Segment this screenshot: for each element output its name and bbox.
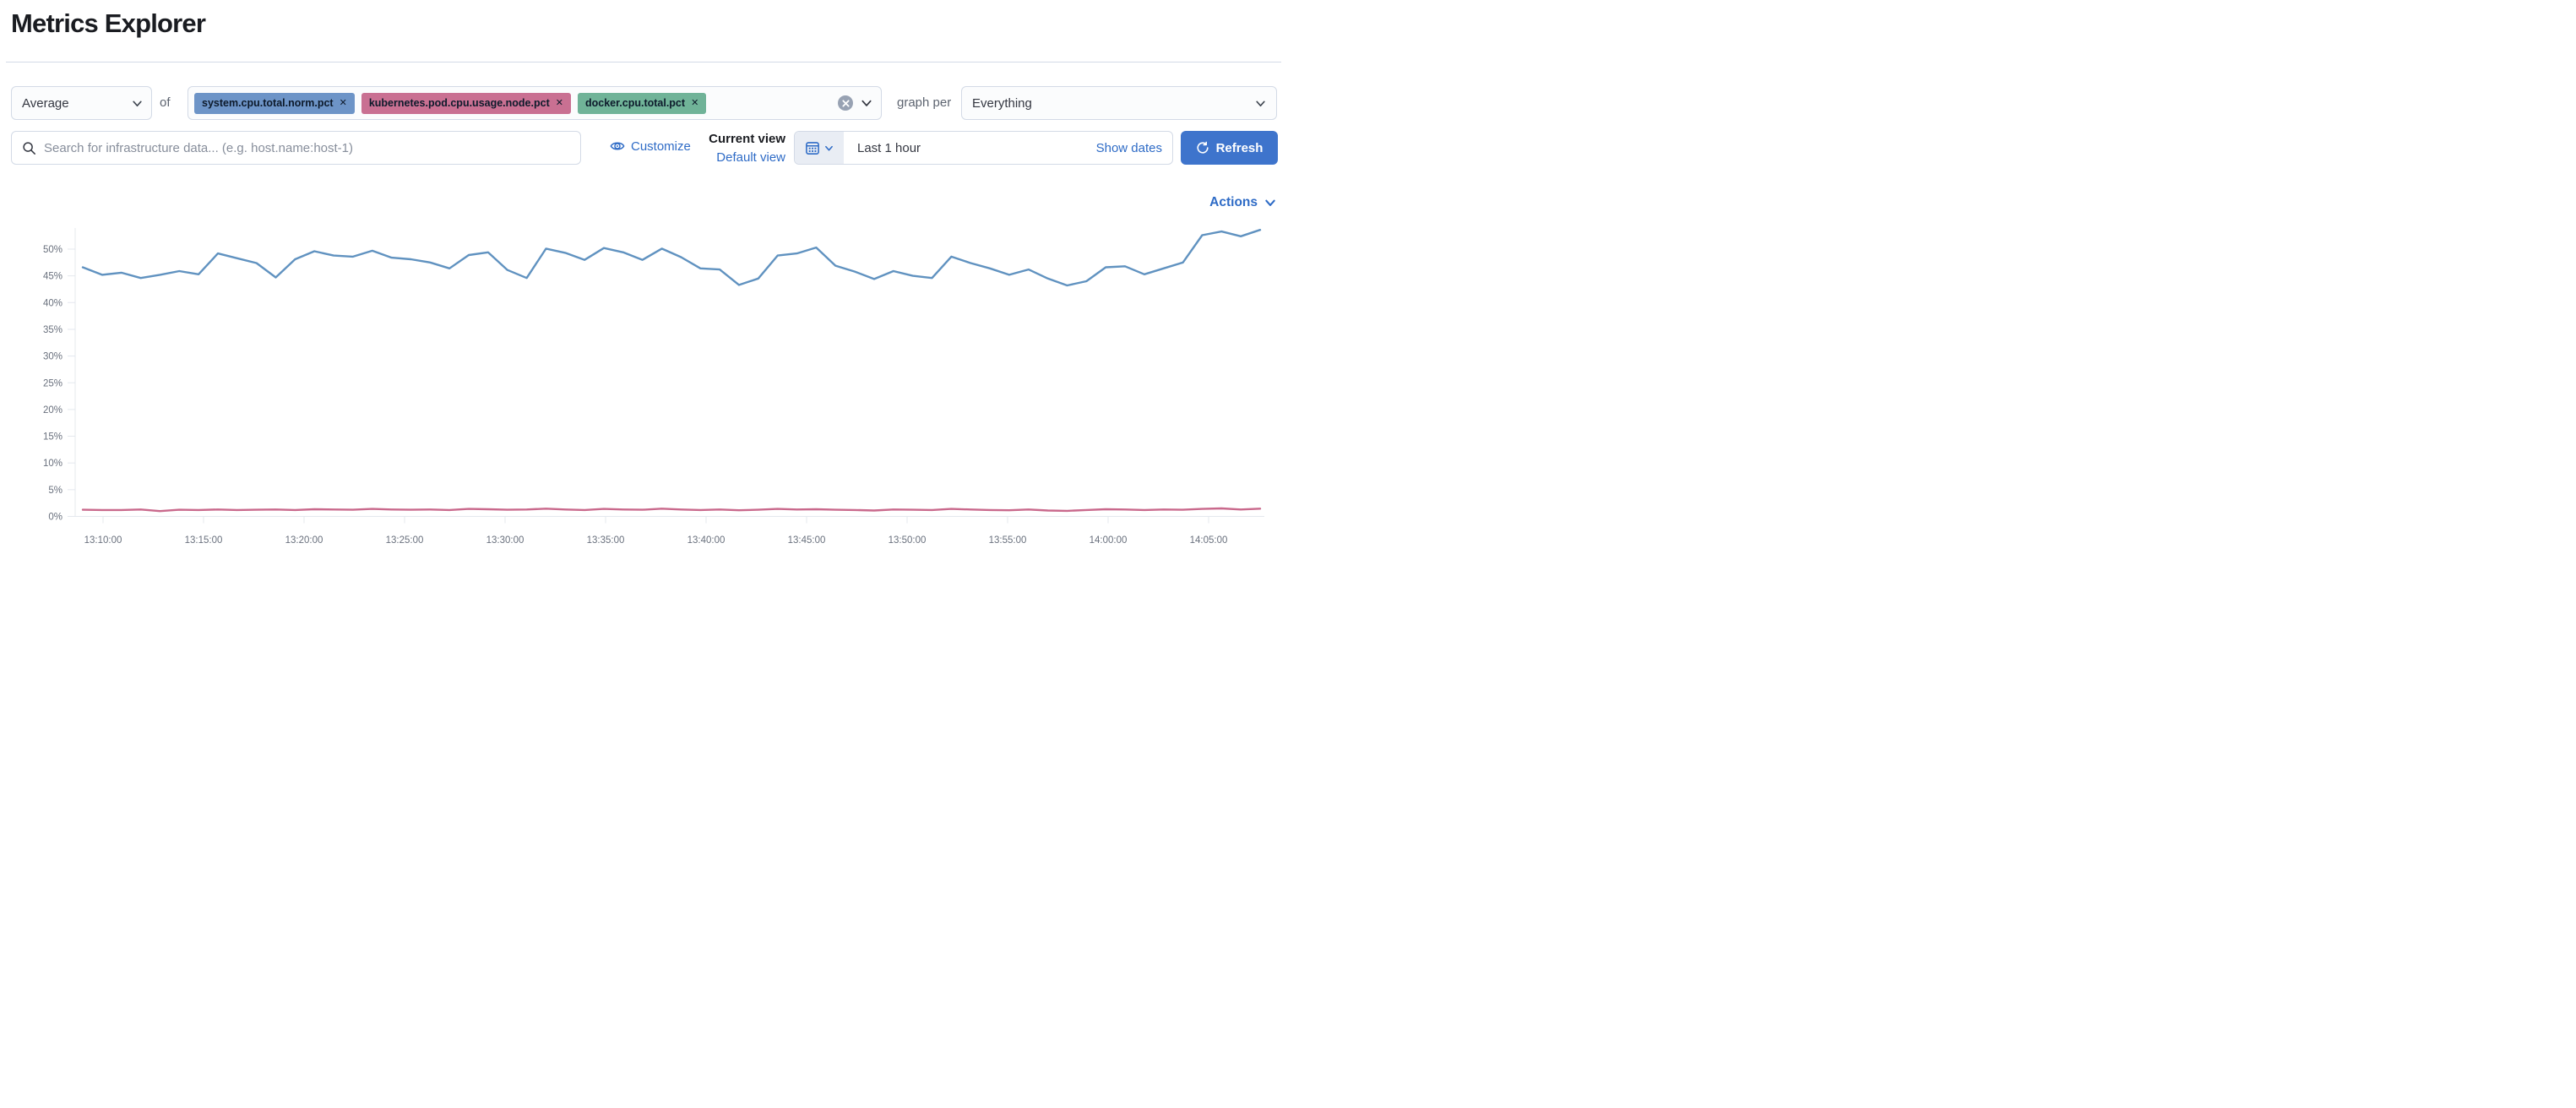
svg-text:15%: 15% bbox=[43, 432, 62, 443]
svg-text:13:55:00: 13:55:00 bbox=[989, 535, 1027, 546]
clear-all-button[interactable] bbox=[838, 95, 853, 111]
clear-icon bbox=[841, 99, 850, 107]
svg-text:13:25:00: 13:25:00 bbox=[386, 535, 424, 546]
svg-text:20%: 20% bbox=[43, 405, 62, 416]
chevron-down-icon bbox=[133, 100, 142, 106]
svg-text:13:40:00: 13:40:00 bbox=[687, 535, 726, 546]
refresh-label: Refresh bbox=[1215, 140, 1264, 155]
search-icon bbox=[23, 141, 35, 155]
svg-text:13:30:00: 13:30:00 bbox=[486, 535, 524, 546]
customize-button[interactable]: Customize bbox=[610, 138, 691, 154]
default-view-link[interactable]: Default view bbox=[716, 148, 785, 167]
of-label: of bbox=[160, 95, 171, 110]
metric-tag[interactable]: docker.cpu.total.pct ✕ bbox=[577, 92, 707, 114]
svg-text:30%: 30% bbox=[43, 352, 62, 362]
metric-tag-label: kubernetes.pod.cpu.usage.node.pct bbox=[368, 96, 550, 109]
svg-text:14:05:00: 14:05:00 bbox=[1190, 535, 1228, 546]
chevron-down-icon bbox=[825, 145, 833, 151]
calendar-menu-button[interactable] bbox=[795, 132, 844, 164]
metrics-combobox[interactable]: system.cpu.total.norm.pct ✕ kubernetes.p… bbox=[187, 86, 882, 120]
refresh-icon bbox=[1196, 141, 1209, 154]
current-view-label: Current view bbox=[709, 132, 785, 146]
search-input[interactable] bbox=[44, 140, 570, 155]
metrics-chart[interactable]: 0% 5% 10% 15% 20% 25% 30% 35% 40% 45% 50% 13:10:00 1… bbox=[0, 226, 1288, 554]
chevron-down-icon[interactable] bbox=[861, 97, 872, 109]
svg-text:45%: 45% bbox=[43, 272, 62, 282]
metrics-explorer-page: Metrics Explorer Average of system.cpu.t… bbox=[0, 0, 1288, 554]
metric-tag[interactable]: system.cpu.total.norm.pct ✕ bbox=[194, 92, 355, 114]
group-by-select[interactable]: Everything bbox=[961, 86, 1277, 120]
search-field[interactable] bbox=[11, 131, 581, 165]
svg-text:13:50:00: 13:50:00 bbox=[889, 535, 927, 546]
svg-text:13:45:00: 13:45:00 bbox=[788, 535, 826, 546]
actions-label: Actions bbox=[1209, 195, 1258, 209]
svg-text:50%: 50% bbox=[43, 245, 62, 255]
svg-text:40%: 40% bbox=[43, 298, 62, 308]
svg-text:13:10:00: 13:10:00 bbox=[84, 535, 122, 546]
page-title: Metrics Explorer bbox=[11, 8, 206, 38]
actions-menu-button[interactable]: Actions bbox=[1209, 195, 1276, 210]
svg-text:14:00:00: 14:00:00 bbox=[1090, 535, 1128, 546]
svg-text:13:20:00: 13:20:00 bbox=[285, 535, 323, 546]
svg-text:35%: 35% bbox=[43, 325, 62, 335]
date-picker: Last 1 hour Show dates bbox=[794, 131, 1173, 165]
chevron-down-icon bbox=[1265, 199, 1275, 206]
metric-tag[interactable]: kubernetes.pod.cpu.usage.node.pct ✕ bbox=[361, 92, 571, 114]
tag-close-icon[interactable]: ✕ bbox=[691, 97, 699, 108]
line-chart-svg: 0% 5% 10% 15% 20% 25% 30% 35% 40% 45% 50% 13:10:00 1… bbox=[43, 228, 1264, 546]
refresh-button[interactable]: Refresh bbox=[1181, 131, 1278, 165]
tag-close-icon[interactable]: ✕ bbox=[339, 97, 347, 108]
metric-tag-list: system.cpu.total.norm.pct ✕ kubernetes.p… bbox=[194, 92, 838, 114]
chevron-down-icon bbox=[1256, 100, 1265, 106]
metric-tag-label: system.cpu.total.norm.pct bbox=[202, 96, 334, 109]
svg-text:25%: 25% bbox=[43, 378, 62, 388]
svg-text:5%: 5% bbox=[48, 486, 62, 496]
tag-close-icon[interactable]: ✕ bbox=[555, 97, 563, 108]
view-block: Current view Default view bbox=[667, 131, 785, 167]
svg-text:0%: 0% bbox=[48, 513, 62, 523]
eye-icon bbox=[610, 142, 625, 150]
svg-text:10%: 10% bbox=[43, 459, 62, 469]
aggregation-select[interactable]: Average bbox=[11, 86, 152, 120]
show-dates-button[interactable]: Show dates bbox=[1086, 141, 1172, 155]
group-by-value: Everything bbox=[972, 95, 1032, 111]
calendar-icon bbox=[806, 142, 819, 155]
metric-tag-label: docker.cpu.total.pct bbox=[584, 96, 686, 109]
aggregation-value: Average bbox=[22, 95, 69, 111]
graph-per-label: graph per bbox=[897, 95, 952, 110]
time-range-button[interactable]: Last 1 hour bbox=[844, 132, 1086, 164]
svg-text:13:35:00: 13:35:00 bbox=[587, 535, 625, 546]
svg-text:13:15:00: 13:15:00 bbox=[185, 535, 223, 546]
customize-label: Customize bbox=[631, 138, 691, 154]
